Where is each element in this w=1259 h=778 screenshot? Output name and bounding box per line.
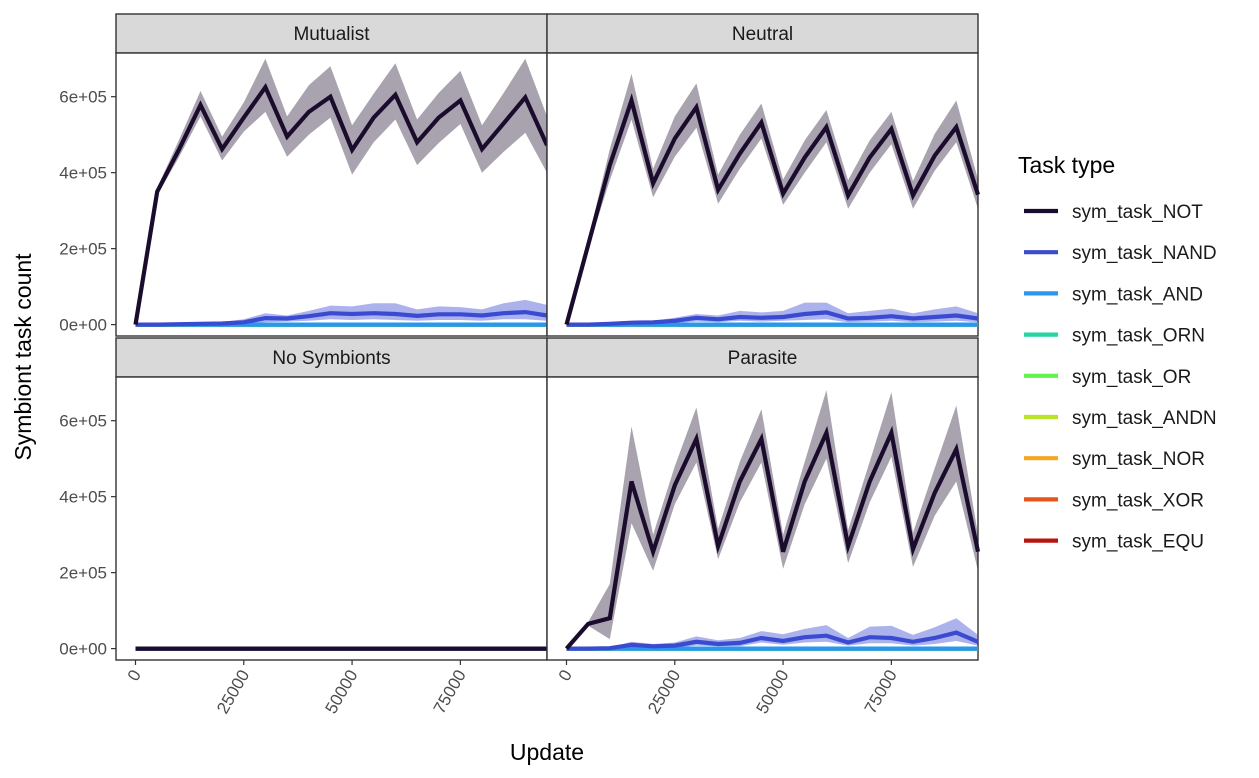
legend-item-sym-task-xor: sym_task_XOR — [1024, 490, 1204, 511]
x-tick-label: 25000 — [213, 667, 253, 717]
legend-label: sym_task_NAND — [1072, 243, 1217, 264]
plot-area-no-symbionts — [116, 377, 547, 660]
legend-item-sym-task-and: sym_task_AND — [1024, 284, 1203, 305]
x-tick-label: 0 — [124, 667, 145, 685]
strip-label-parasite: Parasite — [728, 348, 798, 369]
legend: Task type sym_task_NOT sym_task_NAND sym_t… — [1018, 152, 1217, 553]
y-axes: 0e+00 2e+05 4e+05 6e+05 0e+00 2e+05 4e+05 6e+05 — [59, 88, 116, 659]
y-tick-label: 0e+00 — [59, 316, 107, 335]
legend-item-sym-task-not: sym_task_NOT — [1024, 202, 1203, 223]
y-axis-title: Symbiont task count — [10, 253, 36, 461]
legend-item-sym-task-andn: sym_task_ANDN — [1024, 408, 1217, 429]
legend-label: sym_task_EQU — [1072, 532, 1204, 553]
panel-parasite: Parasite — [547, 338, 978, 660]
y-axis-row-1: 0e+00 2e+05 4e+05 6e+05 — [59, 88, 116, 335]
legend-label: sym_task_AND — [1072, 284, 1203, 305]
y-tick-label: 6e+05 — [59, 412, 107, 431]
legend-item-sym-task-nand: sym_task_NAND — [1024, 243, 1217, 264]
x-tick-label: 75000 — [430, 667, 470, 717]
x-tick-label: 25000 — [644, 667, 684, 717]
legend-item-sym-task-or: sym_task_OR — [1024, 367, 1191, 388]
panel-mutualist: Mutualist — [116, 14, 547, 336]
legend-label: sym_task_NOT — [1072, 202, 1203, 223]
legend-label: sym_task_XOR — [1072, 490, 1204, 511]
y-tick-label: 2e+05 — [59, 240, 107, 259]
panel-no-symbionts: No Symbionts — [116, 338, 547, 660]
legend-label: sym_task_OR — [1072, 367, 1191, 388]
panel-neutral: Neutral — [547, 14, 978, 336]
y-axis-row-2: 0e+00 2e+05 4e+05 6e+05 — [59, 412, 116, 659]
x-tick-label: 75000 — [861, 667, 901, 717]
legend-title: Task type — [1018, 152, 1115, 178]
x-axis-col-2: 0 25000 50000 75000 — [555, 660, 901, 717]
x-axis-title: Update — [510, 739, 584, 765]
y-tick-label: 2e+05 — [59, 564, 107, 583]
x-tick-label: 50000 — [321, 667, 361, 717]
legend-label: sym_task_ORN — [1072, 326, 1205, 347]
legend-label: sym_task_NOR — [1072, 449, 1205, 470]
strip-label-neutral: Neutral — [732, 24, 793, 45]
legend-item-sym-task-equ: sym_task_EQU — [1024, 532, 1204, 553]
x-axis-col-1: 0 25000 50000 75000 — [124, 660, 470, 717]
x-tick-label: 0 — [555, 667, 576, 685]
y-tick-label: 4e+05 — [59, 164, 107, 183]
x-axes: 0 25000 50000 75000 0 25000 50000 75000 — [124, 660, 901, 717]
x-tick-label: 50000 — [752, 667, 792, 717]
legend-item-sym-task-orn: sym_task_ORN — [1024, 326, 1205, 347]
y-tick-label: 6e+05 — [59, 88, 107, 107]
y-tick-label: 4e+05 — [59, 488, 107, 507]
legend-item-sym-task-nor: sym_task_NOR — [1024, 449, 1205, 470]
y-tick-label: 0e+00 — [59, 640, 107, 659]
strip-label-no-symbionts: No Symbionts — [272, 348, 390, 369]
panels: Mutualist Neutral No Symbionts Parasite — [116, 14, 978, 660]
legend-label: sym_task_ANDN — [1072, 408, 1217, 429]
strip-label-mutualist: Mutualist — [293, 24, 370, 45]
